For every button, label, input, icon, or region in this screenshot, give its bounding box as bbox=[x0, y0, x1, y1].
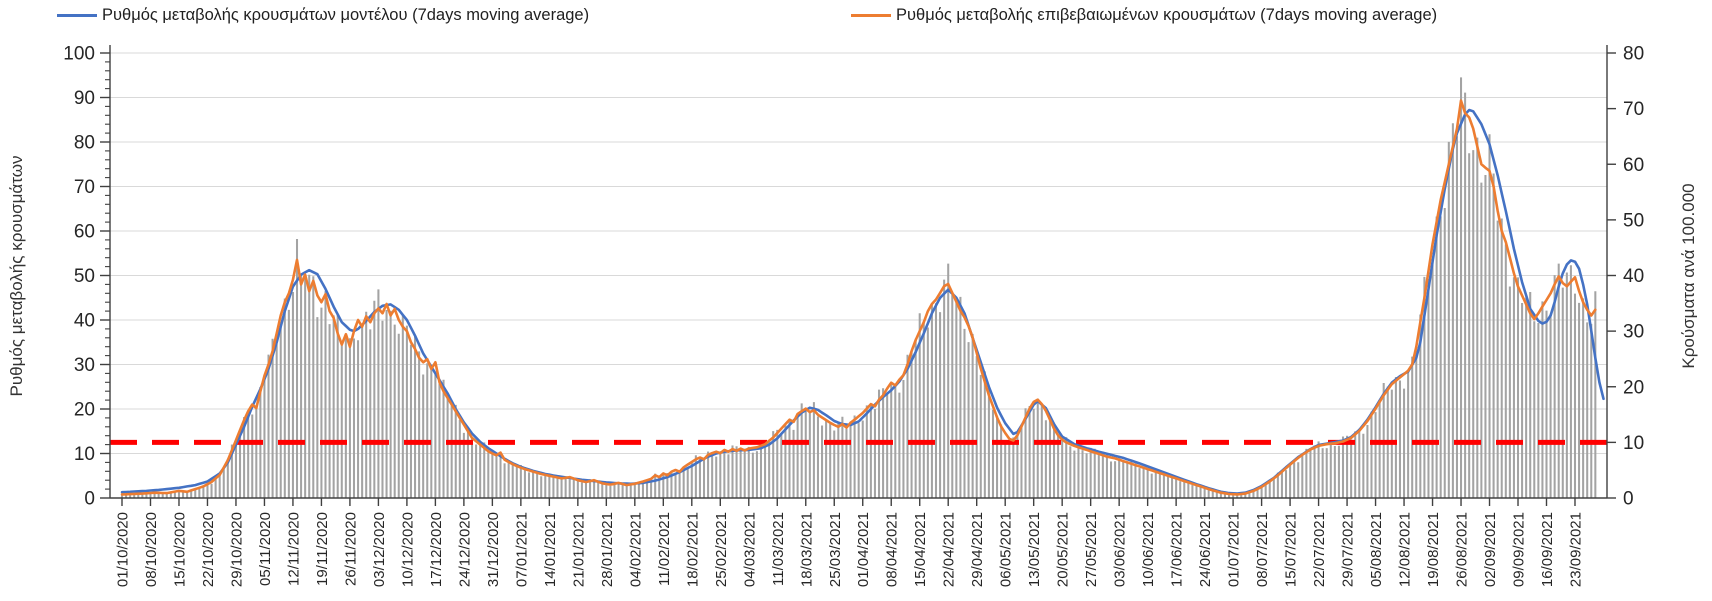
x-tick-label: 02/09/2021 bbox=[1482, 512, 1499, 587]
x-tick-label: 05/11/2020 bbox=[257, 512, 274, 586]
x-tick-label: 14/01/2021 bbox=[542, 512, 559, 587]
confirmed-line bbox=[120, 99, 1597, 496]
x-tick-label: 24/12/2020 bbox=[456, 512, 473, 587]
x-tick-label: 24/06/2021 bbox=[1197, 512, 1214, 587]
y-left-tick-label: 0 bbox=[84, 489, 95, 510]
y-right-tick-label: 30 bbox=[1623, 322, 1644, 343]
y-right-tick-label: 0 bbox=[1623, 489, 1634, 510]
x-tick-label: 28/01/2021 bbox=[599, 512, 616, 587]
daily-bars bbox=[120, 77, 1597, 498]
y-left-tick-label: 80 bbox=[74, 133, 95, 154]
y-right-tick-label: 60 bbox=[1623, 155, 1644, 176]
y-right-tick-label: 10 bbox=[1623, 433, 1644, 454]
y-left-tick-label: 70 bbox=[74, 177, 95, 198]
x-tick-label: 29/07/2021 bbox=[1340, 512, 1357, 587]
x-tick-label: 25/02/2021 bbox=[713, 512, 730, 587]
x-tick-label: 16/09/2021 bbox=[1539, 512, 1556, 587]
tick-labels: 0 10 20 30 40 50 60 70 80 90 100 0 10 20 30 40 50 60 70 80 0… bbox=[63, 44, 1644, 588]
legend-item-confirmed: Ρυθμός μεταβολής επιβεβαιωμένων κρουσμάτ… bbox=[851, 6, 1437, 25]
x-tick-label: 12/11/2020 bbox=[285, 512, 302, 586]
x-tick-label: 08/04/2021 bbox=[884, 512, 901, 587]
y-left-tick-label: 60 bbox=[74, 222, 95, 243]
legend-label-confirmed: Ρυθμός μεταβολής επιβεβαιωμένων κρουσμάτ… bbox=[896, 6, 1438, 24]
x-tick-label: 05/08/2021 bbox=[1368, 512, 1385, 587]
legend-line-marker-blue-icon bbox=[57, 14, 97, 17]
y-right-axis-title: Κρούσματα ανά 100.000 bbox=[1679, 183, 1698, 368]
x-tick-label: 10/06/2021 bbox=[1140, 512, 1157, 587]
x-tick-label: 15/04/2021 bbox=[912, 512, 929, 587]
x-tick-label: 29/04/2021 bbox=[969, 512, 986, 587]
x-tick-label: 08/07/2021 bbox=[1254, 512, 1271, 587]
y-right-tick-label: 20 bbox=[1623, 377, 1644, 398]
x-tick-label: 23/09/2021 bbox=[1567, 512, 1584, 587]
x-tick-label: 01/07/2021 bbox=[1226, 512, 1243, 587]
series-lines bbox=[120, 99, 1605, 496]
x-tick-label: 18/03/2021 bbox=[798, 512, 815, 587]
y-left-tick-label: 30 bbox=[74, 355, 95, 376]
x-tick-label: 22/04/2021 bbox=[941, 512, 958, 587]
x-tick-label: 13/05/2021 bbox=[1026, 512, 1043, 587]
x-tick-label: 15/07/2021 bbox=[1283, 512, 1300, 587]
x-tick-label: 22/10/2020 bbox=[200, 512, 217, 587]
x-tick-label: 17/12/2020 bbox=[428, 512, 445, 587]
y-left-tick-label: 100 bbox=[63, 44, 95, 65]
x-tick-label: 04/02/2021 bbox=[627, 512, 644, 587]
y-left-tick-label: 90 bbox=[74, 88, 95, 109]
x-tick-label: 01/10/2020 bbox=[115, 512, 132, 587]
x-tick-label: 26/08/2021 bbox=[1454, 512, 1471, 587]
x-tick-label: 11/03/2021 bbox=[770, 512, 787, 586]
y-right-tick-label: 40 bbox=[1623, 266, 1644, 287]
x-tick-label: 27/05/2021 bbox=[1083, 512, 1100, 587]
x-tick-label: 10/12/2020 bbox=[399, 512, 416, 587]
x-tick-label: 11/02/2021 bbox=[656, 512, 673, 586]
y-left-axis-title: Ρυθμός μεταβολής κρουσμάτων bbox=[7, 156, 26, 397]
x-tick-label: 06/05/2021 bbox=[998, 512, 1015, 587]
y-left-tick-label: 10 bbox=[74, 444, 95, 465]
legend-item-model: Ρυθμός μεταβολής κρουσμάτων μοντέλου (7d… bbox=[57, 6, 589, 25]
y-left-tick-label: 20 bbox=[74, 400, 95, 421]
x-tick-label: 31/12/2020 bbox=[485, 512, 502, 587]
x-tick-label: 03/06/2021 bbox=[1112, 512, 1129, 587]
x-tick-label: 04/03/2021 bbox=[741, 512, 758, 587]
y-right-tick-label: 80 bbox=[1623, 44, 1644, 65]
x-tick-label: 19/11/2020 bbox=[314, 512, 331, 586]
x-tick-label: 03/12/2020 bbox=[371, 512, 388, 587]
x-tick-label: 07/01/2021 bbox=[513, 512, 530, 587]
x-tick-label: 01/04/2021 bbox=[855, 512, 872, 587]
x-tick-label: 19/08/2021 bbox=[1425, 512, 1442, 587]
y-left-tick-label: 50 bbox=[74, 266, 95, 287]
axes bbox=[100, 45, 1616, 506]
y-left-tick-label: 40 bbox=[74, 311, 95, 332]
x-tick-label: 20/05/2021 bbox=[1055, 512, 1072, 587]
x-tick-label: 09/09/2021 bbox=[1511, 512, 1528, 587]
y-right-tick-label: 70 bbox=[1623, 99, 1644, 120]
x-tick-label: 18/02/2021 bbox=[684, 512, 701, 587]
x-tick-label: 25/03/2021 bbox=[827, 512, 844, 587]
x-tick-label: 08/10/2020 bbox=[143, 512, 160, 587]
x-tick-label: 17/06/2021 bbox=[1169, 512, 1186, 587]
legend-label-model: Ρυθμός μεταβολής κρουσμάτων μοντέλου (7d… bbox=[102, 6, 590, 24]
legend-line-marker-orange-icon bbox=[851, 14, 891, 17]
y-right-tick-label: 50 bbox=[1623, 210, 1644, 231]
x-tick-label: 15/10/2020 bbox=[171, 512, 188, 587]
x-tick-label: 26/11/2020 bbox=[342, 512, 359, 586]
chart-legend: Ρυθμός μεταβολής κρουσμάτων μοντέλου (7d… bbox=[0, 0, 1712, 34]
x-tick-label: 21/01/2021 bbox=[570, 512, 587, 587]
x-tick-label: 12/08/2021 bbox=[1397, 512, 1414, 587]
x-tick-label: 29/10/2020 bbox=[228, 512, 245, 587]
x-tick-label: 22/07/2021 bbox=[1311, 512, 1328, 587]
